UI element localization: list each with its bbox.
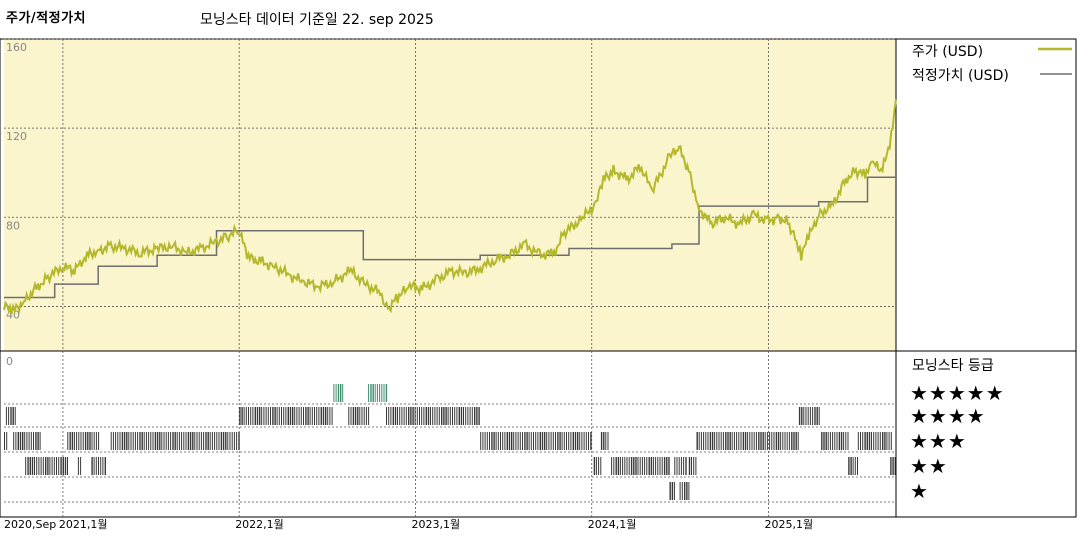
rating-period-3-star (821, 432, 849, 450)
rating-period-2-star (77, 457, 82, 475)
rating-period-2-star (25, 457, 68, 475)
rating-period-4-star (5, 407, 16, 425)
rating-period-2-star (890, 457, 896, 475)
y-tick-label: 160 (6, 41, 27, 54)
rating-period-3-star (857, 432, 892, 450)
legend-fair-value-label: 적정가치 (USD) (912, 68, 1009, 84)
rating-level-stars: ★★★★★ (910, 381, 1005, 405)
rating-period-3-star (696, 432, 799, 450)
rating-period-2-star (674, 457, 687, 475)
rating-period-4-star (239, 407, 333, 425)
rating-period-2-star (593, 457, 602, 475)
rating-period-1-star (679, 482, 690, 500)
rating-period-3-star (600, 432, 609, 450)
rating-period-2-star (91, 457, 106, 475)
fair-value-line (4, 176, 896, 299)
rating-level-stars: ★★ (910, 454, 948, 478)
x-tick-label: 2020,Sep (4, 518, 56, 531)
rating-period-4-star (798, 407, 820, 425)
rating-period-3-star (13, 432, 41, 450)
rating-period-2-star (688, 457, 697, 475)
legend-price-label: 주가 (USD) (912, 44, 983, 60)
y-tick-label: 40 (6, 308, 20, 321)
rating-panel-label: 모닝스타 등급 (912, 358, 994, 374)
y-tick-label: 120 (6, 130, 27, 143)
rating-period-3-star (67, 432, 100, 450)
rating-period-5-star (368, 384, 388, 402)
x-tick-label: 2022,1월 (235, 518, 284, 531)
rating-period-2-star (611, 457, 670, 475)
rating-period-2-star (848, 457, 858, 475)
rating-period-3-star (110, 432, 240, 450)
rating-level-stars: ★★★★ (910, 404, 986, 428)
rating-y-tick-label: 0 (6, 355, 13, 368)
rating-level-stars: ★★★ (910, 429, 967, 453)
rating-period-5-star (333, 384, 344, 402)
rating-period-3-star (4, 432, 8, 450)
rating-period-1-star (669, 482, 675, 500)
x-tick-label: 2023,1월 (411, 518, 460, 531)
chart-subtitle: 모닝스타 데이터 기준일 22. sep 2025 (200, 12, 434, 28)
rating-period-4-star (348, 407, 370, 425)
x-tick-label: 2021,1월 (59, 518, 108, 531)
page-title: 주가/적정가치 (6, 11, 87, 26)
price-line (3, 99, 897, 315)
rating-period-3-star (480, 432, 592, 450)
plot-background (4, 39, 896, 351)
x-tick-label: 2025,1월 (765, 518, 814, 531)
rating-level-stars: ★ (910, 479, 929, 503)
rating-period-4-star (386, 407, 480, 425)
x-tick-label: 2024,1월 (588, 518, 637, 531)
y-tick-label: 80 (6, 219, 20, 232)
